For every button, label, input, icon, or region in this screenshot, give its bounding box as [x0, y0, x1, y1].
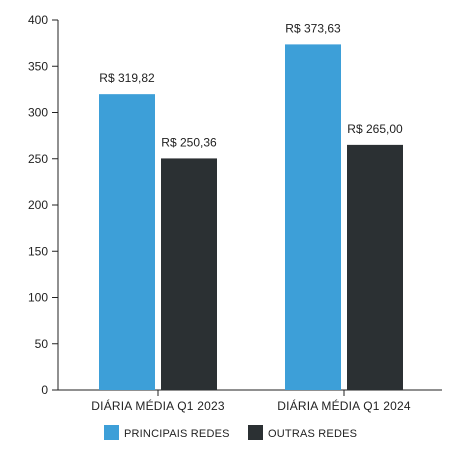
y-tick-label: 100 — [28, 291, 48, 305]
y-tick-label: 200 — [28, 198, 48, 212]
bars: R$ 319,82 R$ 250,36 R$ 373,63 R$ 265,00 — [99, 21, 403, 391]
y-tick-label: 0 — [41, 383, 48, 397]
bar-principais-0 — [99, 94, 155, 390]
data-label: R$ 373,63 — [285, 21, 341, 35]
legend-label: OUTRAS REDES — [268, 428, 357, 440]
data-label: R$ 319,82 — [99, 71, 155, 85]
y-axis: 0 50 100 150 200 250 300 350 400 — [28, 13, 59, 397]
y-tick-label: 250 — [28, 152, 48, 166]
legend-label: PRINCIPAIS REDES — [124, 428, 230, 440]
x-axis: DIÁRIA MÉDIA Q1 2023 DIÁRIA MÉDIA Q1 2024 — [58, 389, 442, 413]
y-tick-label: 350 — [28, 59, 48, 73]
bar-principais-1 — [285, 44, 341, 391]
legend-swatch — [248, 425, 263, 440]
y-tick-label: 150 — [28, 244, 48, 258]
legend: PRINCIPAIS REDES OUTRAS REDES — [104, 425, 357, 440]
data-label: R$ 265,00 — [347, 122, 403, 136]
data-label: R$ 250,36 — [161, 135, 217, 149]
bar-outras-0 — [161, 158, 217, 390]
bar-outras-1 — [347, 144, 403, 390]
x-category-label: DIÁRIA MÉDIA Q1 2024 — [277, 398, 411, 413]
y-tick-label: 300 — [28, 106, 48, 120]
x-category-label: DIÁRIA MÉDIA Q1 2023 — [91, 398, 225, 413]
y-tick-label: 50 — [35, 337, 49, 351]
y-tick-label: 400 — [28, 13, 48, 27]
legend-swatch — [104, 425, 119, 440]
